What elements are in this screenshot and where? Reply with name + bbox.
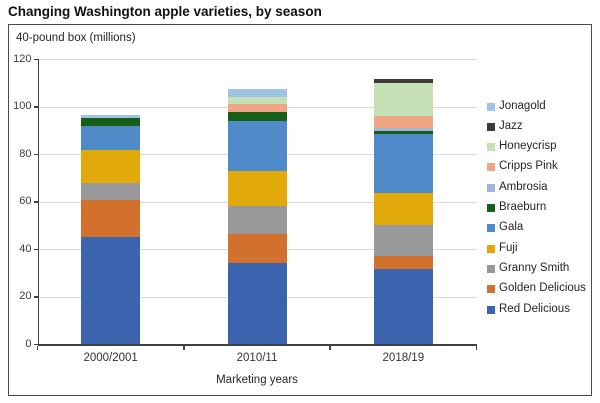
x-axis-tick-3 bbox=[475, 345, 478, 350]
y-axis-tick-80 bbox=[33, 153, 38, 155]
bar-2010-11-braeburn bbox=[227, 112, 287, 121]
legend-swatch-icon bbox=[487, 204, 495, 212]
legend-swatch-icon bbox=[487, 143, 495, 152]
legend-item-cripps-pink: Cripps Pink bbox=[487, 160, 558, 174]
bar-2000-2001-fuji bbox=[81, 150, 141, 183]
x-axis-tick-1 bbox=[183, 345, 185, 350]
bar-2010-11-gala bbox=[227, 120, 287, 171]
legend-swatch-icon bbox=[487, 244, 495, 253]
legend-item-ambrosia: Ambrosia bbox=[487, 180, 548, 194]
legend-item-braeburn: Braeburn bbox=[487, 201, 546, 215]
legend-item-fuji: Fuji bbox=[487, 241, 518, 255]
legend-label: Granny Smith bbox=[499, 261, 570, 274]
y-axis-tick-0 bbox=[33, 343, 38, 345]
y-axis-tick-120 bbox=[33, 58, 38, 60]
bar-2010-11-granny-smith bbox=[227, 206, 287, 234]
y-tick-label-60: 60 bbox=[19, 195, 32, 207]
legend-label: Golden Delicious bbox=[499, 282, 586, 295]
legend-item-jonagold: Jonagold bbox=[487, 99, 546, 113]
x-axis-title: Marketing years bbox=[216, 374, 298, 386]
bar-2010-11-cripps-pink bbox=[227, 104, 287, 113]
y-tick-label-0: 0 bbox=[25, 337, 32, 350]
legend-item-honeycrisp: Honeycrisp bbox=[487, 140, 557, 154]
x-category-label-2: 2018/19 bbox=[382, 352, 425, 364]
legend-item-jazz: Jazz bbox=[487, 119, 523, 133]
bar-2018-19-honeycrisp bbox=[373, 82, 433, 116]
bar-2018-19-granny-smith bbox=[373, 225, 433, 257]
x-axis-tick-0 bbox=[36, 345, 39, 350]
legend-swatch-icon bbox=[487, 102, 495, 111]
legend-item-red-delicious: Red Delicious bbox=[487, 302, 570, 316]
bar-2018-19-red-delicious bbox=[373, 269, 433, 344]
legend-swatch-icon bbox=[487, 163, 495, 172]
bar-2018-19-golden-delicious bbox=[373, 256, 433, 270]
bar-2000-2001-granny-smith bbox=[81, 182, 141, 201]
y-axis-tick-100 bbox=[33, 106, 38, 108]
x-axis-line bbox=[37, 344, 477, 346]
legend-label: Gala bbox=[499, 221, 524, 234]
legend-item-gala: Gala bbox=[487, 221, 523, 235]
y-axis-tick-60 bbox=[33, 201, 38, 203]
y-axis-line bbox=[37, 59, 39, 344]
y-tick-label-120: 120 bbox=[13, 52, 32, 65]
legend-item-granny-smith: Granny Smith bbox=[487, 261, 569, 275]
legend-swatch-icon bbox=[487, 264, 495, 273]
y-tick-label-20: 20 bbox=[19, 290, 32, 302]
legend-label: Fuji bbox=[499, 241, 518, 254]
y-axis-tick-20 bbox=[33, 296, 38, 298]
x-axis-tick-2 bbox=[329, 345, 331, 350]
bar-2018-19-gala bbox=[373, 133, 433, 194]
legend-label: Jonagold bbox=[499, 99, 546, 112]
bar-2000-2001-braeburn bbox=[81, 118, 141, 126]
legend-swatch-icon bbox=[487, 305, 495, 314]
legend-swatch-icon bbox=[487, 122, 495, 131]
legend-item-golden-delicious: Golden Delicious bbox=[487, 282, 586, 296]
y-units-label: 40-pound box (millions) bbox=[16, 32, 136, 44]
x-category-label-0: 2000/2001 bbox=[83, 352, 138, 364]
legend-swatch-icon bbox=[487, 285, 495, 294]
legend-label: Honeycrisp bbox=[499, 140, 557, 153]
legend-label: Cripps Pink bbox=[499, 160, 558, 173]
bar-2010-11-honeycrisp bbox=[227, 97, 287, 105]
bar-2010-11-fuji bbox=[227, 170, 287, 207]
y-tick-label-80: 80 bbox=[19, 147, 32, 160]
legend-label: Red Delicious bbox=[499, 302, 570, 315]
bar-2018-19-jazz bbox=[373, 79, 433, 83]
bar-2000-2001-gala bbox=[81, 125, 141, 151]
gridline-120 bbox=[37, 59, 477, 60]
bar-2000-2001-jonagold bbox=[81, 114, 141, 119]
legend-label: Jazz bbox=[499, 119, 523, 132]
bar-2018-19-ambrosia bbox=[373, 127, 433, 132]
bar-2018-19-braeburn bbox=[373, 131, 433, 134]
y-tick-label-40: 40 bbox=[19, 242, 32, 255]
bar-2010-11-jonagold bbox=[227, 88, 287, 97]
chart-title: Changing Washington apple varieties, by … bbox=[8, 4, 322, 19]
bar-2018-19-cripps-pink bbox=[373, 116, 433, 128]
bar-2018-19-fuji bbox=[373, 193, 433, 226]
legend-swatch-icon bbox=[487, 224, 495, 233]
x-category-label-1: 2010/11 bbox=[236, 352, 278, 364]
bar-2010-11-red-delicious bbox=[227, 263, 287, 344]
legend-swatch-icon bbox=[487, 183, 495, 192]
chart-frame: 40-pound box (millions) Jonagold Jazz Hone… bbox=[8, 24, 592, 396]
bar-2000-2001-golden-delicious bbox=[81, 200, 141, 238]
legend-label: Ambrosia bbox=[499, 180, 548, 193]
bar-2010-11-golden-delicious bbox=[227, 233, 287, 264]
bar-2000-2001-red-delicious bbox=[81, 237, 141, 344]
y-axis-tick-40 bbox=[33, 248, 38, 250]
y-tick-label-100: 100 bbox=[13, 100, 32, 112]
legend-label: Braeburn bbox=[499, 201, 547, 213]
